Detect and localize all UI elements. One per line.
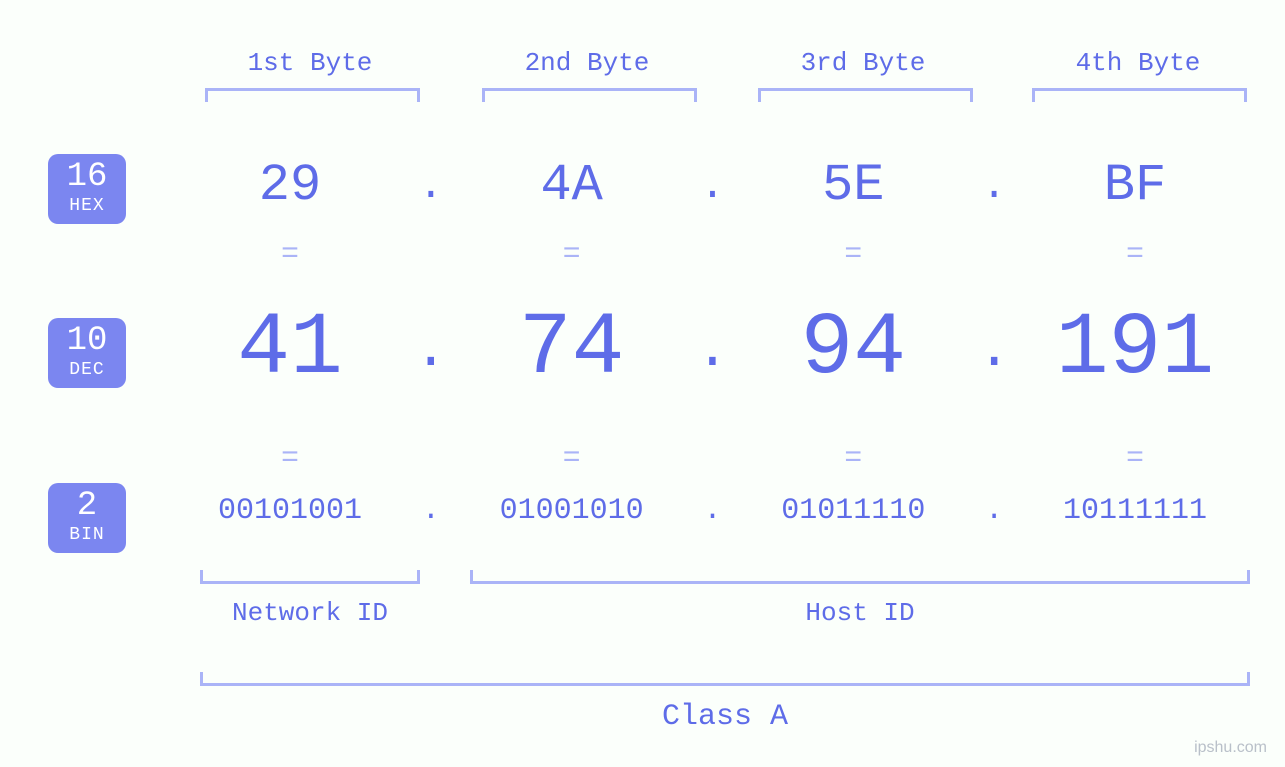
dot-icon: .	[974, 494, 1014, 528]
dot-icon: .	[411, 318, 451, 382]
top-bracket-1	[205, 88, 420, 102]
dec-byte-2: 74	[462, 300, 682, 399]
dot-icon: .	[411, 162, 451, 210]
equals-row-1: = = = =	[180, 238, 1245, 272]
byte-header-3: 3rd Byte	[763, 48, 963, 78]
equals-icon: =	[180, 442, 400, 476]
badge-bin-num: 2	[48, 489, 126, 525]
equals-icon: =	[1025, 238, 1245, 272]
dec-byte-4: 191	[1025, 300, 1245, 399]
watermark: ipshu.com	[1194, 739, 1267, 757]
bin-byte-2: 01001010	[462, 494, 682, 528]
dot-icon: .	[692, 162, 732, 210]
badge-dec-label: DEC	[48, 360, 126, 380]
equals-icon: =	[180, 238, 400, 272]
badge-bin-label: BIN	[48, 525, 126, 545]
badge-hex-label: HEX	[48, 196, 126, 216]
dot-icon: .	[974, 162, 1014, 210]
equals-icon: =	[1025, 442, 1245, 476]
badge-bin: 2 BIN	[48, 483, 126, 553]
equals-row-2: = = = =	[180, 442, 1245, 476]
network-id-label: Network ID	[200, 598, 420, 628]
ip-diagram: 1st Byte 2nd Byte 3rd Byte 4th Byte 16 H…	[0, 0, 1285, 767]
hex-byte-4: BF	[1025, 156, 1245, 215]
class-label: Class A	[200, 700, 1250, 734]
row-bin: 00101001 . 01001010 . 01011110 . 1011111…	[180, 494, 1245, 528]
top-bracket-3	[758, 88, 973, 102]
equals-icon: =	[743, 442, 963, 476]
byte-header-1: 1st Byte	[210, 48, 410, 78]
row-dec: 41 . 74 . 94 . 191	[180, 300, 1245, 399]
row-hex: 29 . 4A . 5E . BF	[180, 156, 1245, 215]
byte-header-4: 4th Byte	[1038, 48, 1238, 78]
badge-hex-num: 16	[48, 160, 126, 196]
dec-byte-1: 41	[180, 300, 400, 399]
top-bracket-2	[482, 88, 697, 102]
hex-byte-2: 4A	[462, 156, 682, 215]
hex-byte-1: 29	[180, 156, 400, 215]
equals-icon: =	[462, 442, 682, 476]
byte-header-2: 2nd Byte	[487, 48, 687, 78]
badge-dec-num: 10	[48, 324, 126, 360]
top-bracket-4	[1032, 88, 1247, 102]
badge-hex: 16 HEX	[48, 154, 126, 224]
host-bracket	[470, 570, 1250, 584]
network-bracket	[200, 570, 420, 584]
hex-byte-3: 5E	[743, 156, 963, 215]
bin-byte-4: 10111111	[1025, 494, 1245, 528]
dec-byte-3: 94	[743, 300, 963, 399]
dot-icon: .	[411, 494, 451, 528]
class-bracket	[200, 672, 1250, 686]
badge-dec: 10 DEC	[48, 318, 126, 388]
bin-byte-3: 01011110	[743, 494, 963, 528]
dot-icon: .	[692, 318, 732, 382]
host-id-label: Host ID	[470, 598, 1250, 628]
equals-icon: =	[462, 238, 682, 272]
dot-icon: .	[692, 494, 732, 528]
bin-byte-1: 00101001	[180, 494, 400, 528]
equals-icon: =	[743, 238, 963, 272]
dot-icon: .	[974, 318, 1014, 382]
